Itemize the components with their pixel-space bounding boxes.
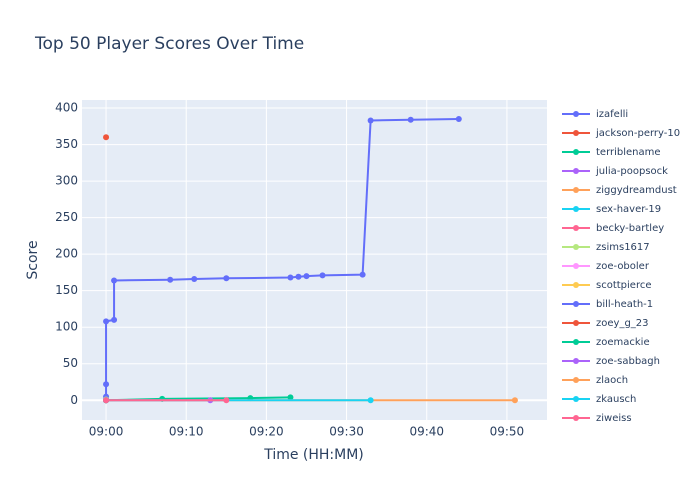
data-point <box>367 117 374 124</box>
data-point <box>287 394 294 401</box>
legend-marker <box>573 339 579 345</box>
y-tick-label: 150 <box>55 283 78 297</box>
legend-label: izafelli <box>596 109 628 120</box>
legend-label: sex-haver-19 <box>596 204 661 215</box>
y-tick-label: 100 <box>55 320 78 334</box>
legend-marker <box>573 168 579 174</box>
legend-marker <box>573 225 579 231</box>
data-point <box>287 274 294 281</box>
y-tick-label: 300 <box>55 174 78 188</box>
legend-label: zlaoch <box>596 375 628 386</box>
legend-label: zoe-sabbagh <box>596 356 660 367</box>
legend-marker <box>573 320 579 326</box>
legend-label: zkausch <box>596 394 636 405</box>
legend-marker <box>573 130 579 136</box>
legend-marker <box>573 149 579 155</box>
legend-marker <box>573 415 579 421</box>
legend-marker <box>573 358 579 364</box>
data-point <box>511 397 518 404</box>
legend-label: bill-heath-1 <box>596 299 653 310</box>
legend-marker <box>573 377 579 383</box>
legend-label: zsims1617 <box>596 242 650 253</box>
x-tick-label: 09:40 <box>409 425 444 439</box>
legend-label: ziweiss <box>596 413 632 424</box>
data-point <box>103 318 110 325</box>
x-tick-label: 09:50 <box>490 425 525 439</box>
x-tick-label: 09:00 <box>89 425 124 439</box>
data-point <box>303 273 310 280</box>
y-tick-label: 350 <box>55 137 78 151</box>
y-tick-label: 400 <box>55 101 78 115</box>
data-point <box>111 277 118 284</box>
data-point <box>111 316 118 323</box>
data-point <box>223 275 230 282</box>
legend-label: zoe-oboler <box>596 261 650 272</box>
y-tick-label: 0 <box>70 393 78 407</box>
legend-label: scottpierce <box>596 280 652 291</box>
legend-marker <box>573 206 579 212</box>
y-tick-label: 250 <box>55 210 78 224</box>
data-point <box>103 381 110 388</box>
data-point <box>367 397 374 404</box>
x-axis-label: Time (HH:MM) <box>263 447 364 463</box>
legend-label: zoey_g_23 <box>596 318 649 329</box>
legend-label: becky-bartley <box>596 223 664 234</box>
legend-marker <box>573 111 579 117</box>
legend-marker <box>573 282 579 288</box>
plot-area <box>82 100 547 420</box>
legend-marker <box>573 263 579 269</box>
y-tick-label: 50 <box>63 356 78 370</box>
x-tick-label: 09:10 <box>169 425 204 439</box>
legend-marker <box>573 396 579 402</box>
x-tick-label: 09:20 <box>249 425 284 439</box>
legend-label: zoemackie <box>596 337 650 348</box>
legend-label: julia-poopsock <box>595 166 668 177</box>
y-axis-label: Score <box>25 240 41 279</box>
data-point <box>295 273 302 280</box>
legend-label: terriblename <box>596 147 661 158</box>
legend-label: jackson-perry-10 <box>595 128 680 139</box>
legend-marker <box>573 301 579 307</box>
data-point <box>191 275 198 282</box>
data-point <box>455 115 462 122</box>
data-point <box>167 276 174 283</box>
data-point <box>319 272 326 279</box>
data-point <box>103 134 110 141</box>
y-tick-label: 200 <box>55 247 78 261</box>
data-point <box>359 271 366 278</box>
legend-marker <box>573 187 579 193</box>
legend-label: ziggydreamdust <box>596 185 677 196</box>
data-point <box>223 397 230 404</box>
legend-marker <box>573 244 579 250</box>
data-point <box>407 116 414 123</box>
chart-title: Top 50 Player Scores Over Time <box>34 34 304 54</box>
data-point <box>103 397 110 404</box>
x-tick-label: 09:30 <box>329 425 364 439</box>
